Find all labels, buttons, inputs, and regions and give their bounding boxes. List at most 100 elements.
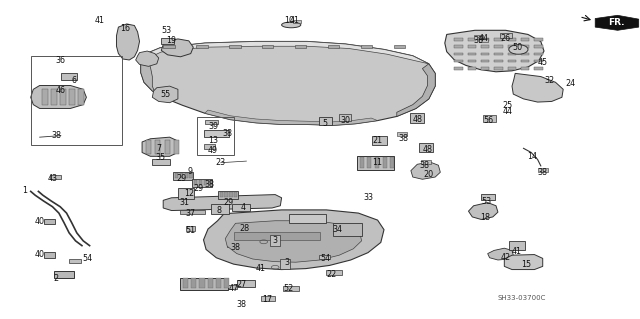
Text: 53: 53 <box>161 26 172 35</box>
Bar <box>196 45 207 48</box>
Bar <box>186 226 195 231</box>
Bar <box>197 117 234 155</box>
Bar <box>319 117 332 125</box>
Bar <box>479 38 488 42</box>
Text: 43: 43 <box>47 174 58 183</box>
Text: 46: 46 <box>56 86 66 95</box>
Bar <box>339 114 351 121</box>
Text: 41: 41 <box>94 16 104 25</box>
Bar <box>207 278 212 288</box>
Text: 33: 33 <box>363 193 373 202</box>
Bar <box>225 192 228 197</box>
Bar <box>184 173 188 178</box>
Text: 17: 17 <box>262 295 273 304</box>
Polygon shape <box>504 255 543 270</box>
Bar <box>293 20 301 23</box>
Bar <box>468 45 476 48</box>
Bar <box>468 60 476 63</box>
Bar <box>481 60 490 63</box>
Bar <box>534 60 543 63</box>
Text: 48: 48 <box>413 115 423 124</box>
Bar <box>483 115 496 122</box>
Text: 41: 41 <box>512 247 522 256</box>
Polygon shape <box>397 64 435 116</box>
Bar <box>333 223 362 236</box>
Bar <box>227 242 239 247</box>
Bar <box>481 194 495 200</box>
Bar <box>78 89 84 105</box>
Text: 9: 9 <box>188 167 193 176</box>
Text: 15: 15 <box>521 260 531 269</box>
Bar <box>397 132 407 136</box>
Bar <box>481 67 490 70</box>
Text: 5: 5 <box>323 119 328 128</box>
Text: 54: 54 <box>83 254 93 263</box>
Text: 34: 34 <box>333 225 343 234</box>
Bar <box>454 67 463 70</box>
Text: 27: 27 <box>237 280 247 289</box>
Text: 24: 24 <box>566 79 576 88</box>
Bar <box>534 67 543 70</box>
Bar <box>509 241 525 250</box>
Text: 14: 14 <box>527 152 538 161</box>
Bar <box>180 278 228 290</box>
Text: 36: 36 <box>56 56 66 65</box>
Bar <box>494 45 503 48</box>
Bar <box>454 60 463 63</box>
Text: 35: 35 <box>155 153 165 162</box>
Polygon shape <box>205 110 378 125</box>
Bar <box>500 33 512 38</box>
Bar <box>538 168 548 172</box>
Text: 3: 3 <box>284 258 289 267</box>
Text: 38: 38 <box>474 36 484 45</box>
Text: 38: 38 <box>51 131 61 140</box>
Bar <box>468 38 476 41</box>
Bar <box>328 45 339 48</box>
Bar <box>204 144 215 149</box>
Bar <box>295 45 307 48</box>
Polygon shape <box>445 30 544 72</box>
Polygon shape <box>136 51 159 66</box>
Bar <box>178 188 194 199</box>
Polygon shape <box>142 137 178 156</box>
Text: 20: 20 <box>424 170 434 179</box>
Text: 48: 48 <box>422 145 433 154</box>
Text: 44: 44 <box>478 34 488 43</box>
Bar <box>216 278 221 288</box>
Text: 40: 40 <box>35 217 45 226</box>
Text: 22: 22 <box>326 270 337 279</box>
Text: 41: 41 <box>289 16 300 25</box>
Polygon shape <box>116 24 140 60</box>
Bar <box>283 286 299 291</box>
Bar <box>229 45 241 48</box>
Bar <box>194 180 197 185</box>
Bar <box>44 252 55 258</box>
Bar <box>175 173 178 178</box>
Polygon shape <box>163 195 282 211</box>
Polygon shape <box>468 203 498 219</box>
Text: 39: 39 <box>208 122 218 131</box>
Bar <box>521 67 529 70</box>
Polygon shape <box>595 15 639 30</box>
Text: 38: 38 <box>398 134 408 143</box>
Bar <box>50 175 61 179</box>
Polygon shape <box>161 39 193 57</box>
Text: 54: 54 <box>320 254 330 263</box>
Bar <box>390 157 394 168</box>
Bar <box>180 173 183 178</box>
Text: 42: 42 <box>500 253 511 262</box>
Text: 6: 6 <box>71 76 76 85</box>
Circle shape <box>509 45 528 54</box>
Bar <box>204 130 229 137</box>
Bar <box>61 73 77 80</box>
Bar <box>375 157 379 168</box>
Bar <box>152 159 170 165</box>
Text: 26: 26 <box>500 34 511 43</box>
Bar <box>494 60 503 63</box>
Bar <box>199 180 202 185</box>
Text: 25: 25 <box>502 101 513 110</box>
Text: 53: 53 <box>481 197 492 206</box>
Bar <box>146 140 151 154</box>
Text: 11: 11 <box>372 158 383 167</box>
Text: 1: 1 <box>22 186 27 195</box>
